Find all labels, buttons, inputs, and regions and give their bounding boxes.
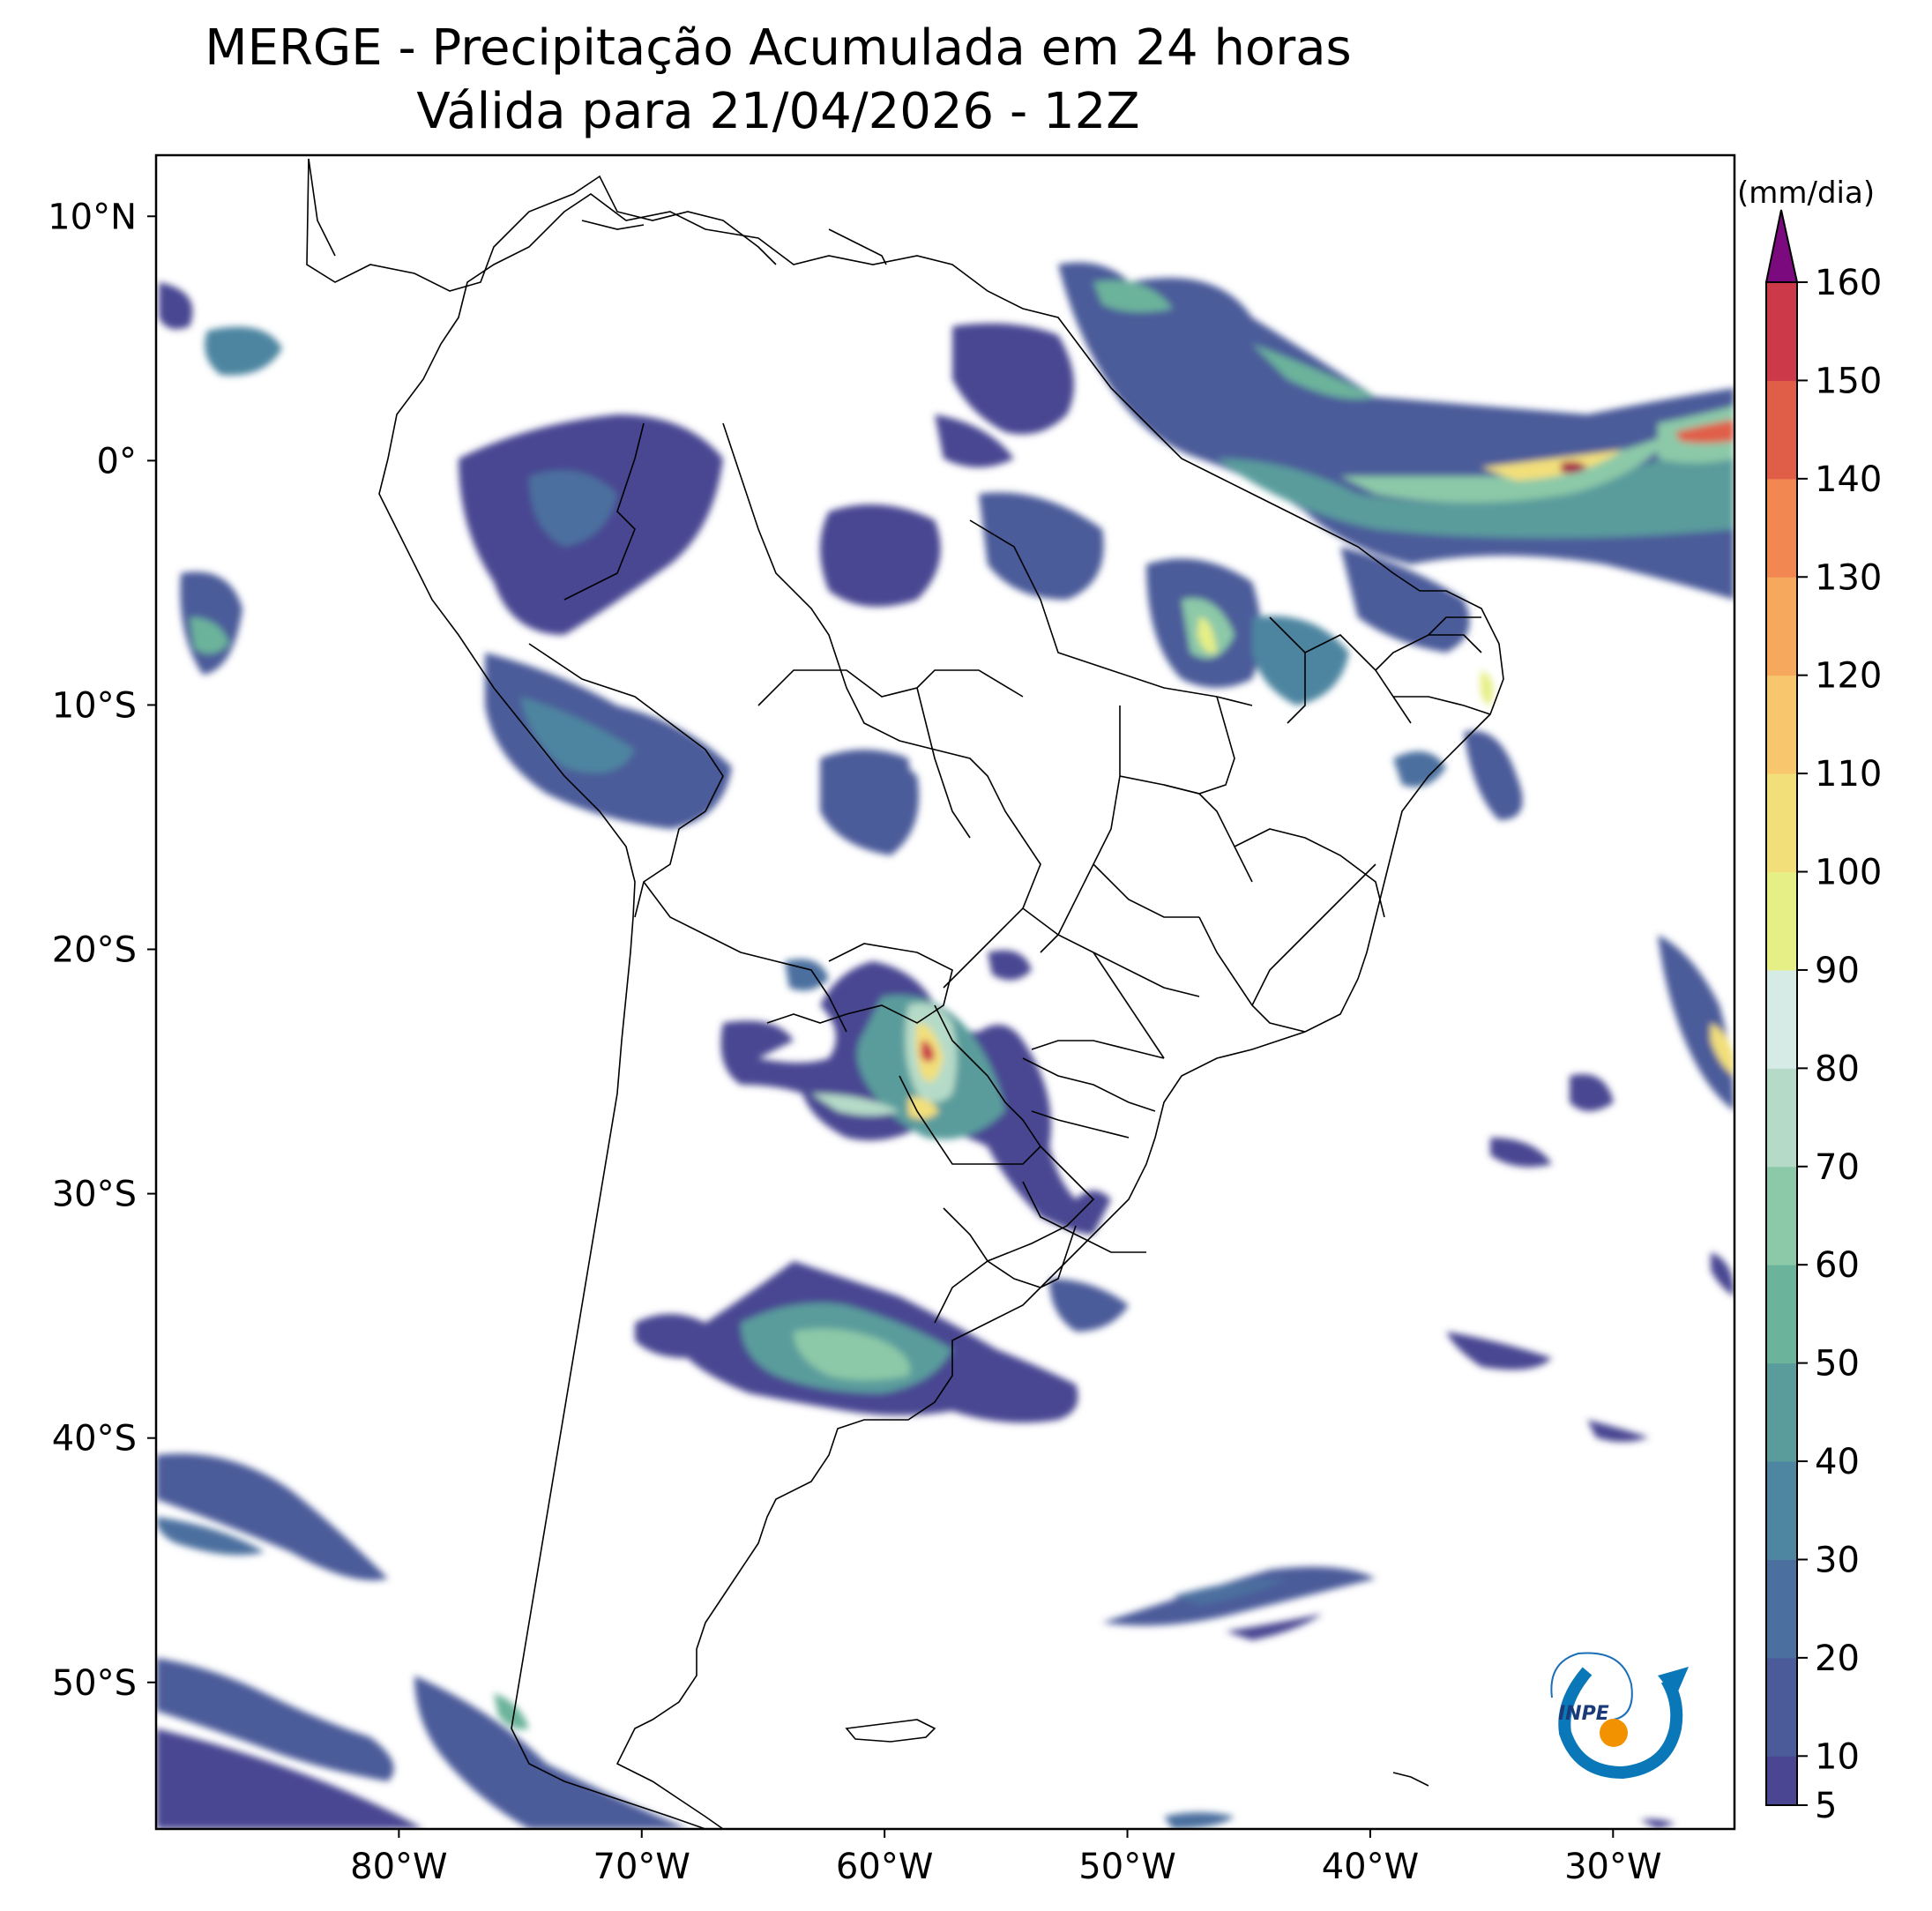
colorbar-tick-label: 50 [1815,1344,1860,1385]
lat-tick-label: 20°S [52,930,137,971]
colorbar-tick-label: 10 [1815,1736,1860,1777]
colorbar-segment [1766,1362,1797,1462]
colorbar-segment [1766,1166,1797,1265]
colorbar-segment [1766,1461,1797,1560]
lon-tick-label: 50°W [1078,1847,1175,1887]
lat-tick-label: 10°N [48,197,137,237]
map-frame [154,153,1736,1831]
lon-tick-label: 80°W [350,1847,447,1887]
colorbar-frame [1765,281,1798,1806]
logo-text: INPE [1558,1703,1609,1725]
land-boundaries [306,158,1504,1829]
precipitation-layer [156,262,1734,1829]
colorbar-tick-label: 100 [1815,853,1882,893]
lat-tick-label: 50°S [52,1663,137,1704]
lon-tick-label: 70°W [593,1847,690,1887]
colorbar-tick-label: 160 [1815,263,1882,303]
colorbar-segment [1766,1756,1797,1806]
colorbar-segment [1766,1265,1797,1364]
colorbar-segment [1766,1657,1797,1757]
colorbar-segment [1766,969,1797,1069]
map-title: MERGE - Precipitação Acumulada em 24 hor… [205,19,1352,77]
colorbar-tick-label: 140 [1815,459,1882,500]
colorbar-segment [1766,380,1797,480]
colorbar-tick-label: 20 [1815,1639,1860,1679]
longitude-axis: 80°W 70°W 60°W 50°W 40°W 30°W [350,1829,1662,1887]
colorbar-tick-label: 80 [1815,1049,1860,1089]
colorbar-tick-label: 70 [1815,1147,1860,1188]
colorbar-tick-label: 130 [1815,557,1882,598]
colorbar-tick-label: 90 [1815,951,1860,991]
colorbar-tick-label: 150 [1815,361,1882,401]
colorbar: (mm/dia) 5 10 20 30 40 50 60 70 80 90 100 110 120 130… [1737,175,1882,1826]
colorbar-tick-label: 110 [1815,754,1882,795]
colorbar-extend-arrow [1764,209,1799,283]
colorbar-segment [1766,478,1797,578]
inpe-logo: INPE [1550,1652,1689,1780]
colorbar-tick-label: 5 [1815,1786,1837,1826]
colorbar-segment [1766,577,1797,676]
lat-tick-label: 30°S [52,1175,137,1215]
map-subtitle: Válida para 21/04/2026 - 12Z [416,83,1140,140]
colorbar-tick-label: 120 [1815,656,1882,697]
colorbar-unit: (mm/dia) [1737,175,1875,211]
colorbar-segment [1766,1559,1797,1659]
lon-tick-label: 30°W [1564,1847,1661,1887]
colorbar-tick-label: 30 [1815,1540,1860,1580]
colorbar-segment [1766,675,1797,774]
lat-tick-label: 10°S [52,685,137,726]
lon-tick-label: 60°W [836,1847,933,1887]
colorbar-tick-label: 60 [1815,1245,1860,1286]
colorbar-segment [1766,1068,1797,1168]
lat-tick-label: 0° [97,441,137,481]
lon-tick-label: 40°W [1322,1847,1419,1887]
colorbar-segment [1766,282,1797,381]
colorbar-segment [1766,773,1797,873]
latitude-axis: 10°N 0° 10°S 20°S 30°S 40°S 50°S [48,197,156,1704]
lat-tick-label: 40°S [52,1419,137,1459]
colorbar-segment [1766,871,1797,971]
colorbar-tick-label: 40 [1815,1442,1860,1482]
